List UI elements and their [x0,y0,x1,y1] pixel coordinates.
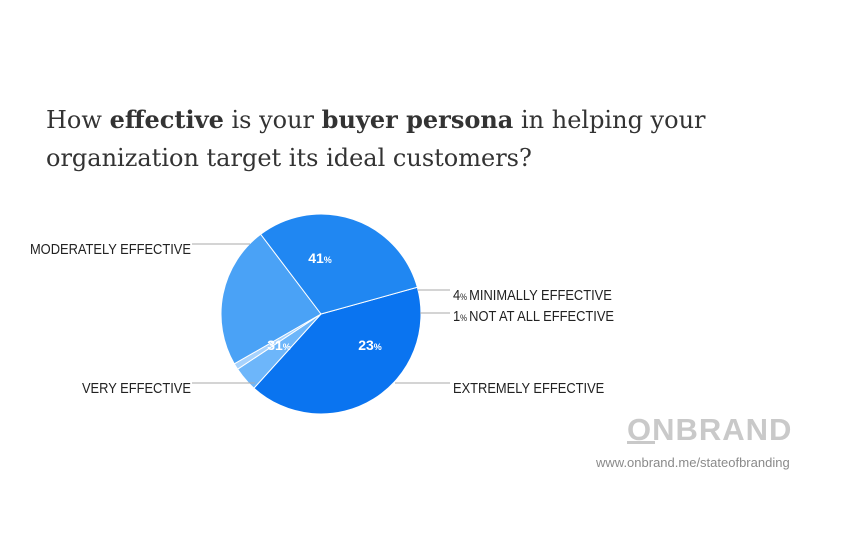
brand-logo-underline [627,441,655,444]
category-label: 4% MINIMALLY EFFECTIVE [453,286,612,303]
category-label: VERY EFFECTIVE [82,379,191,396]
title-part-bold: buyer persona [321,105,514,134]
slice-value-label: 31% [267,337,291,353]
pie-slice [253,286,422,415]
category-label: MODERATELY EFFECTIVE [30,240,191,257]
chart-title: How effective is your buyer persona in h… [46,101,836,177]
title-part: How [46,106,110,134]
brand-url[interactable]: www.onbrand.me/stateofbranding [596,455,790,470]
title-part: in helping your organization target its … [46,106,706,172]
pie-slice [220,233,322,365]
slice-value-label: 41% [308,250,332,266]
pie-slice [259,213,418,315]
category-label: EXTREMELY EFFECTIVE [453,379,604,396]
title-part-bold: effective [109,105,224,134]
category-label: 1% NOT AT ALL EFFECTIVE [453,307,614,324]
title-part: is your [223,106,322,134]
slice-value-label: 23% [358,337,382,353]
